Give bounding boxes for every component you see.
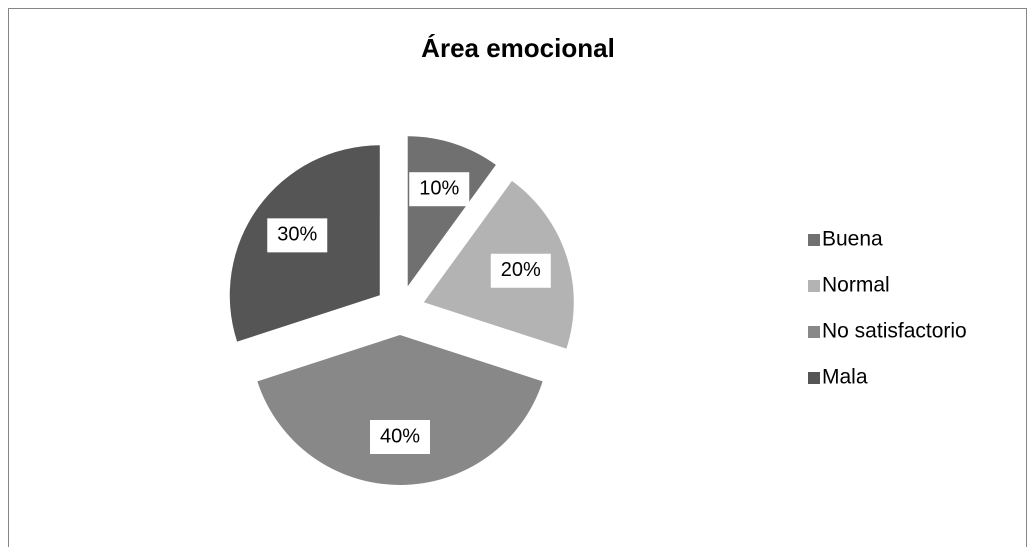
legend-swatch <box>808 234 820 246</box>
chart-title: Área emocional <box>421 33 615 63</box>
data-label-box <box>409 172 470 207</box>
legend-swatch <box>808 372 820 384</box>
data-label: 30% <box>277 224 317 246</box>
data-label: 10% <box>419 177 459 199</box>
data-label-box <box>490 253 551 288</box>
data-label: 40% <box>380 425 420 447</box>
legend-label: Buena <box>822 228 883 251</box>
legend-label: Normal <box>822 274 890 297</box>
data-label-box <box>267 218 328 253</box>
legend-swatch <box>808 280 820 292</box>
data-label-box <box>370 420 430 454</box>
pie-slice <box>257 335 543 485</box>
legend-label: No satisfactorio <box>822 320 967 343</box>
data-label: 20% <box>501 259 541 281</box>
legend-label: Mala <box>822 366 868 389</box>
legend-swatch <box>808 326 820 338</box>
